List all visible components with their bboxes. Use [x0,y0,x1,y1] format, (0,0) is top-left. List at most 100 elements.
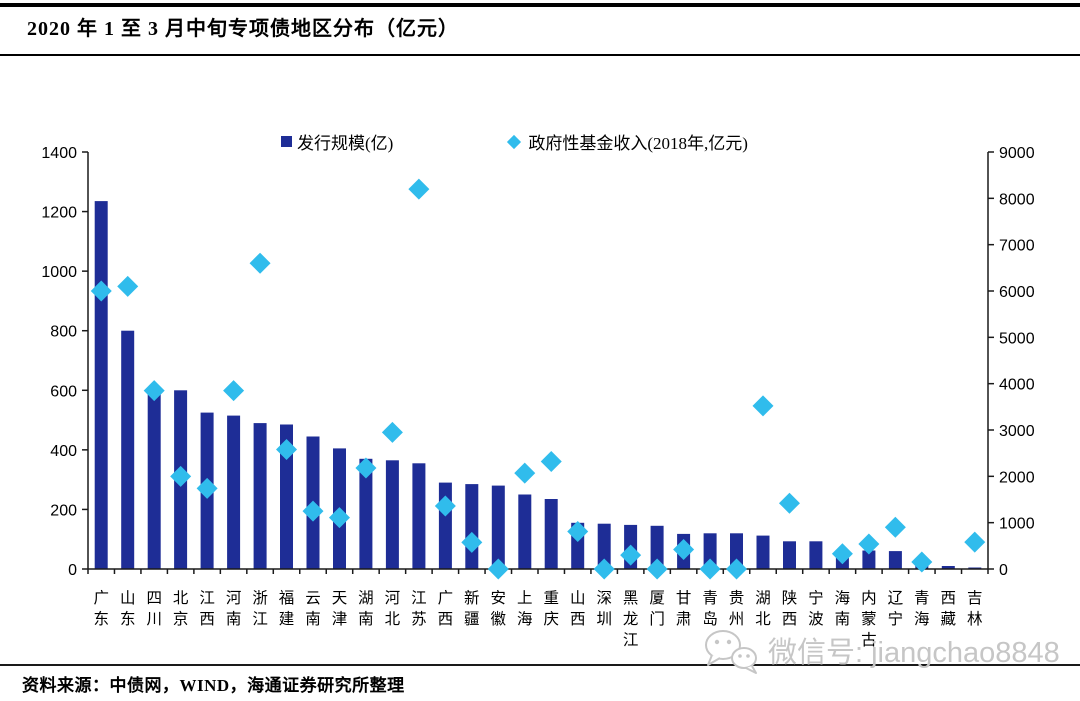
top-divider [0,3,1080,7]
x-axis-category-label: 西 [941,590,957,607]
scatter-point-北京 [170,465,192,487]
bar-厦门 [650,525,664,569]
x-axis-category-label: 北 [173,589,189,607]
scatter-point-青岛 [699,558,721,580]
x-axis-category-label: 蒙 [861,610,877,628]
scatter-point-湖南 [355,457,377,479]
scatter-point-云南 [302,500,324,522]
x-axis-category-label: 安 [491,589,507,607]
x-axis-category-label: 宁 [888,610,904,628]
scatter-point-福建 [276,438,298,460]
x-axis-category-label: 林 [967,610,983,628]
x-axis-category-label: 江 [199,589,215,607]
scatter-point-四川 [143,380,165,402]
right-axis-tick-label: 8000 [999,191,1035,208]
scatter-series-marker-icon [507,134,522,149]
right-axis-tick-label: 3000 [999,423,1035,440]
x-axis-category-label: 南 [226,610,242,628]
x-axis-category-label: 吉 [967,589,983,607]
bar-内蒙古 [862,550,876,569]
page-title: 2020 年 1 至 3 月中旬专项债地区分布（亿元） [27,18,459,40]
bar-青岛 [703,533,717,569]
x-axis-category-label: 龙 [623,610,639,628]
x-axis-category-label: 厦 [649,590,665,607]
scatter-point-辽宁 [884,516,906,538]
x-axis-category-label: 津 [332,610,348,628]
bar-宁波 [809,541,823,569]
x-axis-category-label: 云 [305,590,321,607]
bar-陕西 [783,541,796,569]
x-axis-category-label: 重 [543,589,559,607]
left-axis-tick-label: 400 [50,443,77,460]
x-axis-category-label: 广 [93,589,109,607]
x-axis-category-label: 内 [861,589,877,607]
x-axis-category-label: 海 [517,610,533,628]
bar-山东 [121,330,135,569]
left-axis-tick-label: 0 [68,562,77,579]
x-axis-category-label: 岛 [702,610,718,628]
bar-河南 [227,415,241,569]
right-axis-tick-label: 6000 [999,284,1035,301]
right-axis-tick-label: 7000 [999,238,1035,255]
scatter-point-甘肃 [673,539,695,561]
bar-河北 [385,460,399,569]
x-axis-category-label: 州 [729,611,745,628]
x-axis-category-label: 海 [835,589,851,607]
left-axis-tick-label: 800 [50,324,77,341]
x-axis-category-label: 波 [808,610,824,628]
x-axis-category-label: 湖 [755,589,771,607]
x-axis-category-label: 南 [358,610,374,628]
scatter-point-陕西 [778,492,800,514]
x-axis-category-label: 京 [173,610,189,628]
x-axis-category-label: 四 [146,590,162,607]
scatter-point-广东 [90,280,112,302]
x-axis-category-label: 徽 [491,610,507,628]
right-axis-tick-label: 1000 [999,516,1035,533]
scatter-point-河北 [381,421,403,443]
watermark-text: 微信号: jiangchao8848 [768,637,1060,669]
scatter-point-江西 [196,477,218,499]
scatter-point-天津 [328,507,350,529]
x-axis-category-label: 西 [782,611,798,628]
legend-label-issuance: 发行规模(亿) [297,134,394,153]
scatter-point-贵州 [726,558,748,580]
bar-新疆 [465,484,479,569]
legend-label-fund-income: 政府性基金收入(2018年,亿元) [528,134,748,153]
left-axis-tick-label: 1200 [41,205,77,222]
x-axis-category-label: 古 [861,631,877,649]
x-axis-category-label: 贵 [729,589,745,607]
scatter-point-山西 [567,520,589,542]
bar-浙江 [253,423,267,569]
scatter-point-湖北 [752,395,774,417]
x-axis-category-label: 圳 [596,610,612,628]
x-axis-category-label: 北 [385,610,401,628]
x-axis-category-label: 疆 [464,610,480,628]
x-axis-category-label: 江 [623,631,639,649]
left-axis-tick-label: 1400 [41,145,77,162]
x-axis-category-label: 湖 [358,589,374,607]
x-axis-category-label: 陕 [782,589,798,607]
x-axis-category-label: 黑 [623,590,639,607]
right-axis-tick-label: 4000 [999,377,1035,394]
x-axis-category-label: 南 [835,610,851,628]
x-axis-category-label: 川 [146,611,162,628]
x-axis-category-label: 甘 [676,589,692,607]
x-axis-category-label: 宁 [808,589,824,607]
x-axis-category-label: 河 [226,589,242,607]
bar-贵州 [730,533,743,569]
x-axis-category-label: 青 [914,589,930,607]
x-axis-category-label: 广 [438,589,454,607]
x-axis-category-label: 西 [199,611,215,628]
x-axis-category-label: 东 [120,610,136,628]
x-axis-category-label: 浙 [252,589,268,607]
scatter-point-黑龙江 [620,544,642,566]
scatter-point-江苏 [408,178,430,200]
bar-湖北 [756,535,770,569]
x-axis-category-label: 东 [93,610,109,628]
bar-江苏 [412,463,426,569]
x-axis-category-label: 青 [702,589,718,607]
x-axis-category-label: 庆 [543,610,559,628]
right-axis-tick-label: 5000 [999,330,1035,347]
x-axis-category-label: 门 [649,610,665,628]
scatter-point-广西 [434,495,456,517]
